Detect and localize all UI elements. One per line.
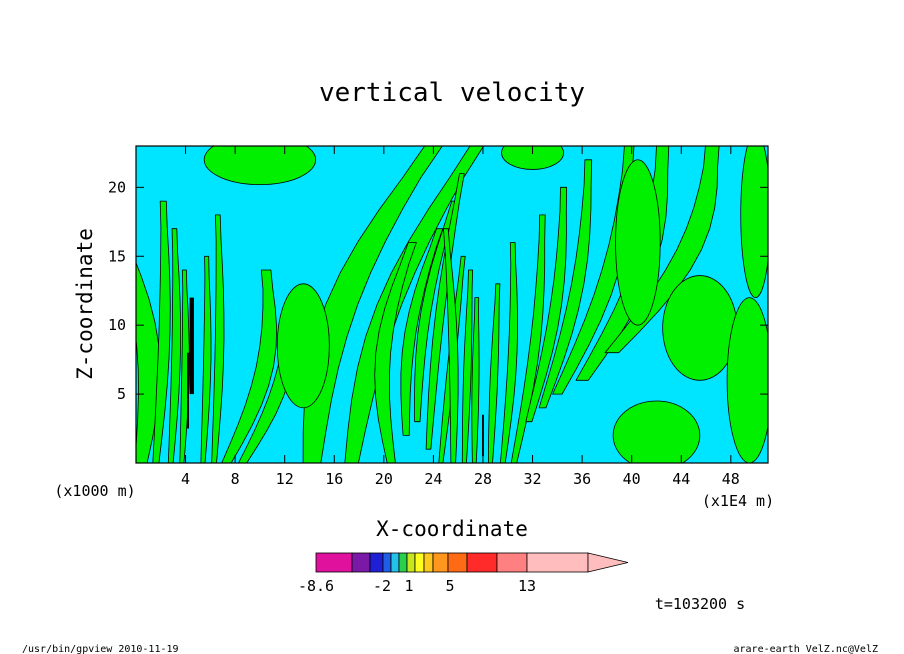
colorbar-segment [496, 552, 528, 573]
y-tick-label: 20 [108, 178, 126, 196]
time-label: t=103200 s [655, 595, 745, 613]
plot-frame [135, 145, 769, 464]
colorbar-label: -2 [373, 577, 391, 595]
y-axis-ticks: 5 10 15 20 [108, 178, 768, 403]
x-unit-right: (x1E4 m) [702, 492, 774, 510]
contour-fill-layer [136, 146, 768, 463]
chart-title: vertical velocity [319, 78, 585, 108]
positive-region [726, 297, 768, 463]
positive-region [374, 242, 417, 463]
x-tick-label: 4 [181, 470, 190, 488]
colorbar-segment [423, 552, 434, 573]
x-tick-label: 40 [623, 470, 641, 488]
x-tick-label: 44 [672, 470, 690, 488]
colorbar-segment [447, 552, 468, 573]
positive-region [612, 400, 701, 463]
x-tick-label: 12 [276, 470, 294, 488]
positive-region [211, 214, 225, 463]
x-axis-label: X-coordinate [376, 517, 528, 541]
positive-region [425, 173, 465, 450]
colorbar-label: 5 [445, 577, 454, 595]
positive-region [662, 275, 738, 381]
footer-source: arare-earth_VelZ.nc@VelZ [734, 644, 879, 654]
x-tick-label: 32 [524, 470, 542, 488]
colorbar-segment [526, 552, 589, 573]
colorbar-segment [414, 552, 425, 573]
y-tick-label: 5 [117, 385, 126, 403]
plot-area [135, 145, 769, 464]
x-tick-label: 48 [722, 470, 740, 488]
positive-region [221, 269, 278, 463]
positive-region [461, 269, 474, 463]
x-tick-label: 24 [424, 470, 442, 488]
positive-region [501, 146, 564, 170]
positive-region [499, 242, 518, 463]
x-tick-label: 16 [325, 470, 343, 488]
positive-region [487, 283, 501, 463]
x-tick-label: 20 [375, 470, 393, 488]
colorbar-segment [351, 552, 371, 573]
x-axis-ticks: 4 8 12 16 20 24 28 32 36 40 44 48 [181, 146, 740, 488]
positive-region [152, 200, 171, 463]
colorbar-segment [369, 552, 384, 573]
colorbar-segment [315, 552, 353, 573]
y-tick-label: 10 [108, 316, 126, 334]
positive-region [538, 159, 593, 409]
x-tick-label: 36 [573, 470, 591, 488]
colorbar-label: -8.6 [298, 577, 334, 595]
strong-updraft-core [187, 352, 189, 429]
colorbar-segment [466, 552, 498, 573]
colorbar-label: 13 [518, 577, 536, 595]
colorbar-label: 1 [404, 577, 413, 595]
positive-region [203, 146, 317, 185]
positive-region [442, 228, 459, 463]
footer-program: /usr/bin/gpview 2010-11-19 [22, 644, 179, 654]
colorbar-segment [382, 552, 392, 573]
colorbar-segment [390, 552, 400, 573]
x-unit-left: (x1000 m) [54, 482, 135, 500]
positive-region [167, 228, 182, 463]
colorbar-segment [406, 552, 416, 573]
colorbar-extend-arrow [587, 552, 629, 573]
positive-region [276, 283, 330, 409]
x-tick-label: 28 [474, 470, 492, 488]
y-axis-label: Z-coordinate [73, 228, 97, 380]
positive-region [200, 255, 212, 463]
colorbar-labels: -8.6 -2 1 5 13 [298, 577, 536, 595]
colorbar [315, 552, 629, 573]
x-tick-label: 8 [231, 470, 240, 488]
strong-updraft-core [189, 297, 194, 395]
positive-region [615, 159, 661, 326]
colorbar-segment [432, 552, 449, 573]
y-tick-label: 15 [108, 247, 126, 265]
positive-region [740, 146, 768, 298]
strong-updraft-core [482, 414, 484, 457]
colorbar-segment [398, 552, 408, 573]
positive-region [525, 186, 567, 423]
positive-region [471, 297, 480, 463]
